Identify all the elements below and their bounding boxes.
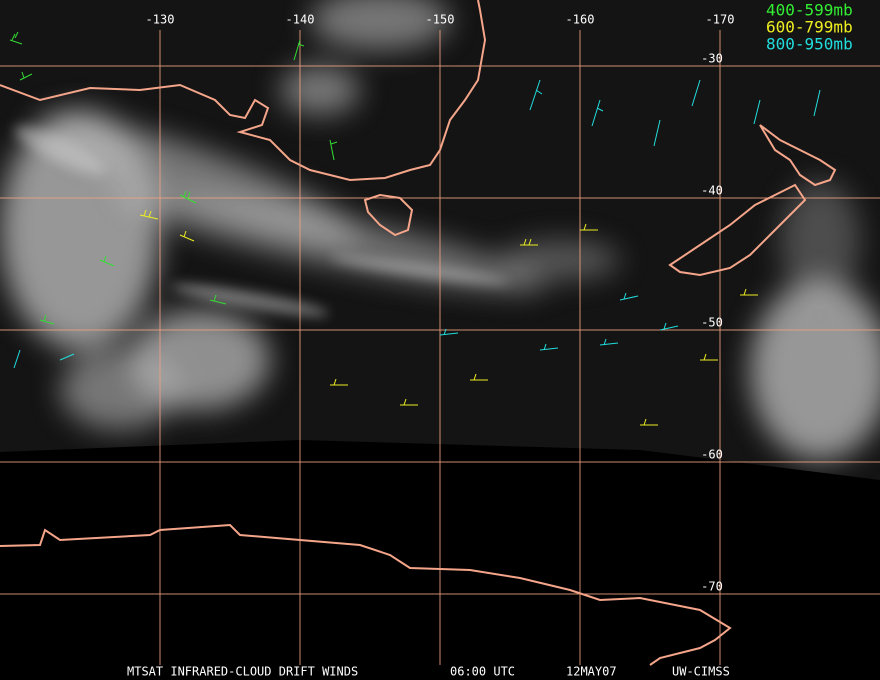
barb-800-950 [13,79,821,369]
latitude-label: -40 [701,184,723,198]
footer-time: 06:00 UTC [450,665,515,679]
legend-entry: 400-599mb [766,1,853,20]
wind-barbs [9,31,821,426]
footer-date: 12MAY07 [566,665,617,679]
longitude-label: -130 [146,13,175,27]
longitude-label: -140 [286,13,315,27]
australia-coast [0,0,487,182]
tasmania-coast [363,193,414,237]
new-zealand-north-coast [759,124,837,187]
footer-source: UW-CIMSS [672,665,730,679]
barb-400-599 [9,31,338,325]
longitude-label: -150 [426,13,455,27]
latitude-label: -60 [701,448,723,462]
longitude-label: -170 [706,13,735,27]
latitude-label: -50 [701,316,723,330]
footer-product: MTSAT INFRARED-CLOUD DRIFT WINDS [127,665,358,679]
legend-entry: 600-799mb [766,18,853,37]
longitude-label: -160 [566,13,595,27]
footer: MTSAT INFRARED-CLOUD DRIFT WINDS 06:00 U… [127,665,730,679]
legend-entry: 800-950mb [766,35,853,54]
barb-600-799 [139,209,758,426]
new-zealand-south-coast [668,183,807,277]
graticule: -130 -140 -150 -160 -170 -30 -40 -50 -60 -70 [0,13,880,665]
legend: 400-599mb 600-799mb 800-950mb [766,1,853,54]
latitude-label: -30 [701,52,723,66]
latitude-label: -70 [701,580,723,594]
